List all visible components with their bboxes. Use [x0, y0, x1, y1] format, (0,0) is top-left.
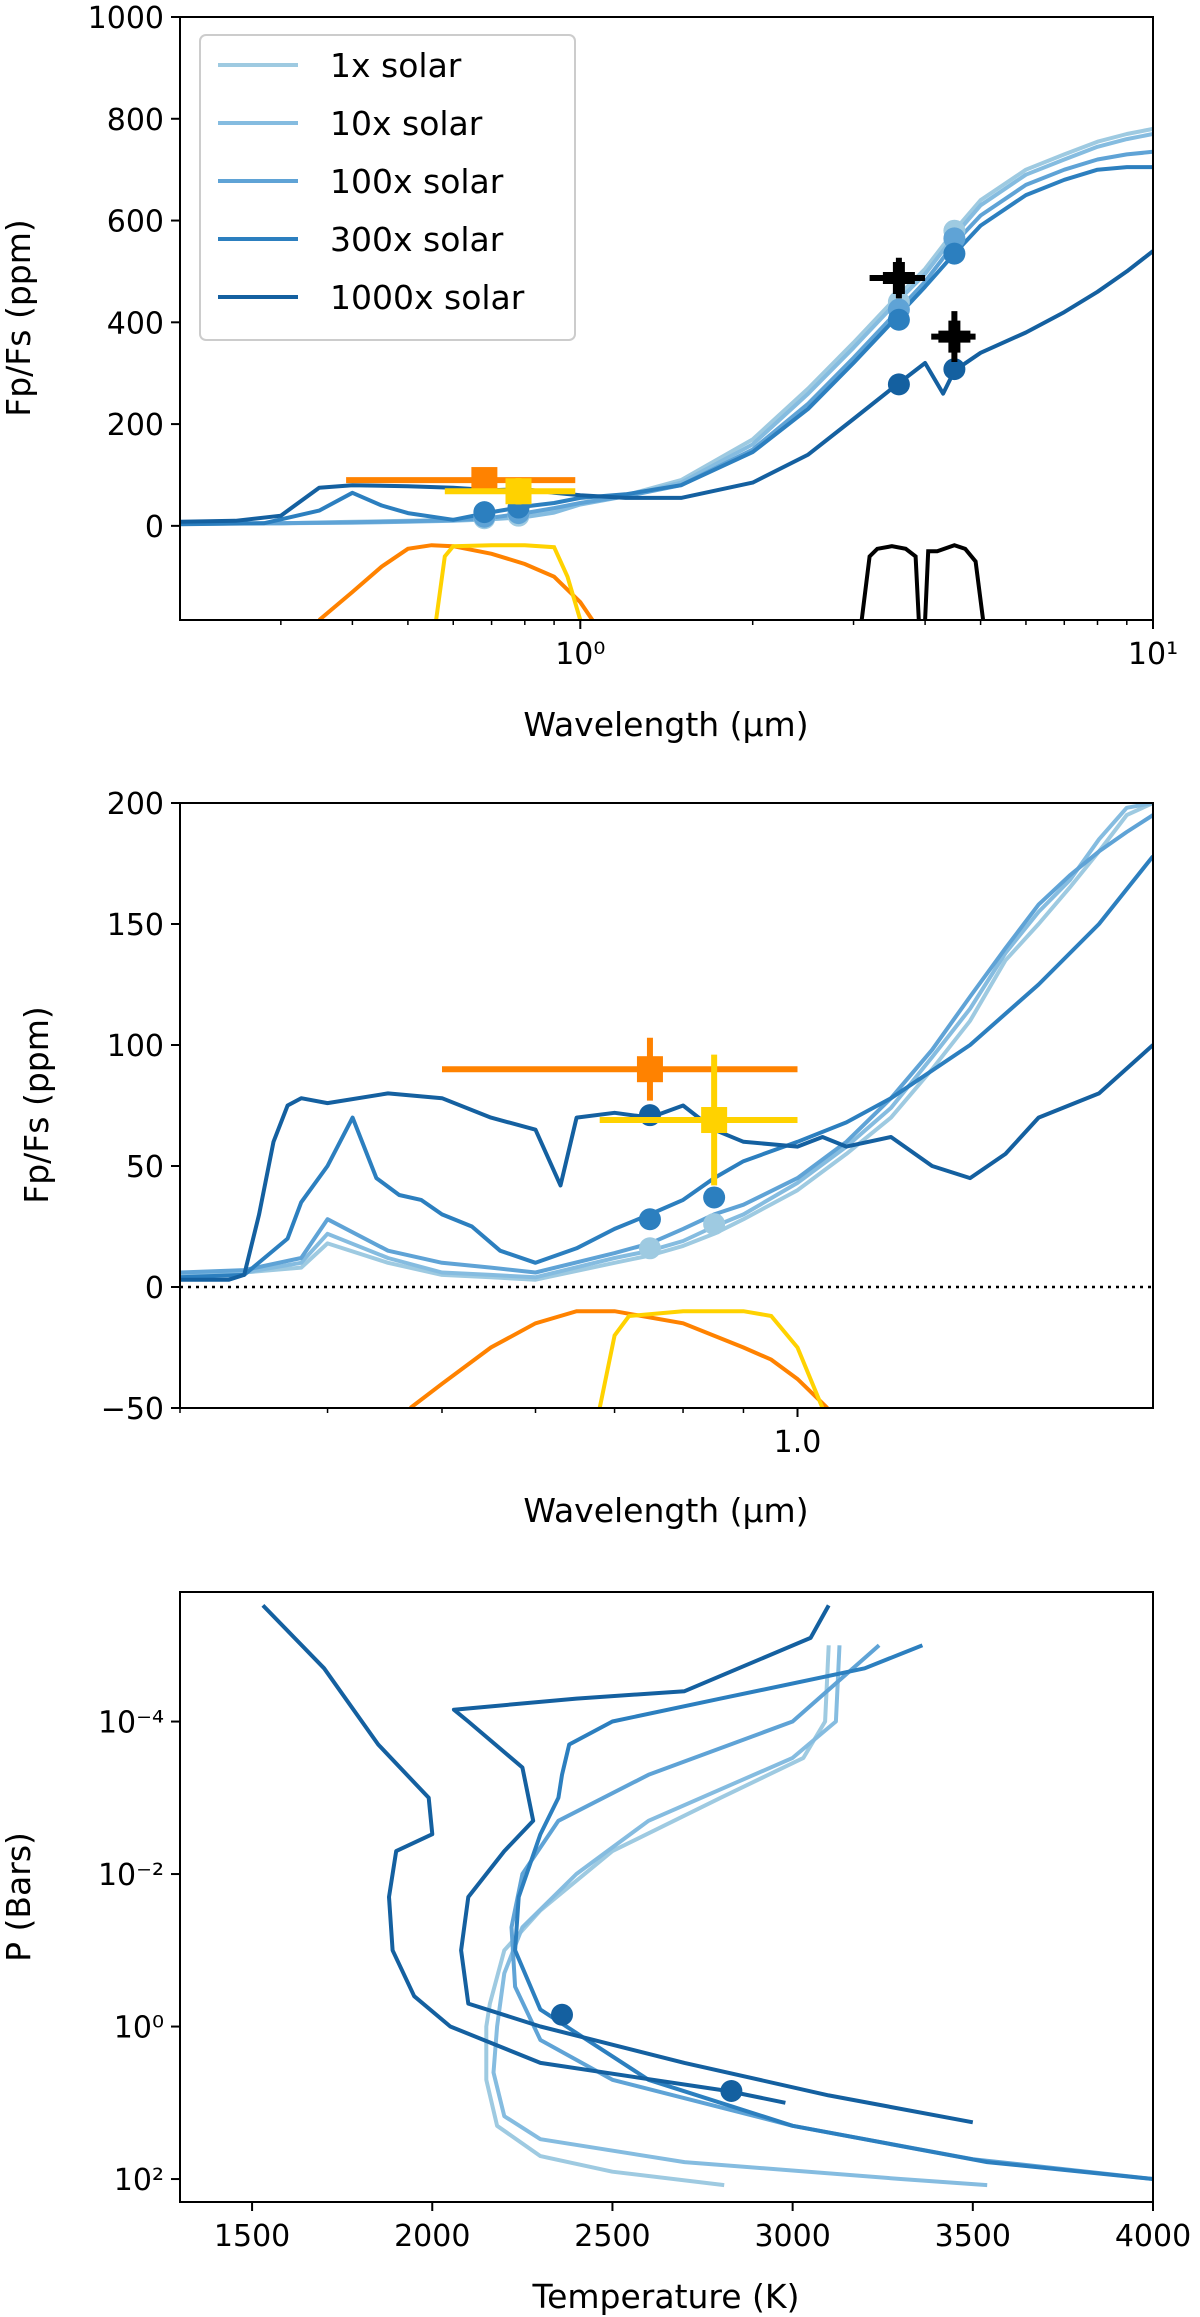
legend-label-10x: 10x solar	[330, 104, 483, 143]
model-point-100x	[943, 227, 966, 250]
series-1000x-solar-4	[451, 1604, 974, 2125]
y-tick-label: 150	[107, 908, 164, 943]
observation-marker	[505, 478, 532, 505]
black-bandpass-3	[923, 543, 986, 620]
model-point-300x	[887, 308, 910, 331]
series-1x-solar-0	[180, 803, 1153, 1282]
temperature-pressure-panel: 1500 2000 2500 3000 3500 4000 10⁻⁴ 10⁻² 10⁰ 10² T…	[0, 1591, 1191, 2316]
orange-bandpass-0	[409, 1309, 829, 1408]
model-point-300x	[473, 501, 496, 524]
y-tick-label: 0	[145, 510, 164, 545]
x-tick-label: 3000	[754, 2219, 830, 2254]
photosphere-points	[550, 2003, 743, 2102]
model-point-300x	[943, 242, 966, 265]
model-point-1x	[638, 1237, 661, 1260]
observation-marker	[882, 262, 915, 295]
model-spectra	[180, 126, 1153, 527]
model-point-1000x	[887, 373, 910, 396]
series-100x-solar-2	[180, 813, 1153, 1275]
series-1x-solar-0	[484, 1645, 831, 2188]
axis-ticks: 1500 2000 2500 3000 3500 4000 10⁻⁴ 10⁻² 10⁰ 10²	[98, 1706, 1191, 2254]
y-tick-label: 10⁻⁴	[98, 1706, 164, 1741]
yellow-bandpass-1	[597, 1309, 825, 1408]
series-1000x-solar-4	[180, 249, 1153, 524]
y-tick-label: 50	[126, 1150, 164, 1185]
y-tick-label: 10²	[114, 2163, 164, 2198]
yellow-bandpass-1	[434, 543, 583, 620]
x-tick-label: 2000	[394, 2219, 470, 2254]
x-axis-label: Wavelength (μm)	[523, 1491, 808, 1530]
bandpass-curves	[409, 1309, 829, 1408]
observation-marker	[636, 1056, 663, 1083]
series-10x-solar-1	[180, 803, 1153, 1280]
x-tick-label: 1.0	[774, 1425, 822, 1460]
series-300x-solar-3	[180, 165, 1153, 527]
series-100x-solar-2	[180, 149, 1153, 526]
x-axis-label: Temperature (K)	[532, 2277, 800, 2316]
series-1000x-solar-5	[261, 1604, 786, 2105]
model-point-1x	[703, 1213, 726, 1236]
legend-label-1x: 1x solar	[330, 46, 462, 85]
axis-ticks: 10⁰ 10¹ 0 200 400 600 800 1000	[88, 1, 1178, 672]
series-300x-solar-3	[513, 1643, 1153, 2181]
y-tick-label: 200	[107, 787, 164, 822]
legend-label-1000x: 1000x solar	[330, 278, 525, 317]
black-observation-3	[931, 311, 976, 363]
observed-eclipse-depths	[441, 1037, 798, 1186]
y-tick-label: 600	[107, 205, 164, 240]
black-bandpass-2	[859, 544, 921, 620]
legend: 1x solar 10x solar 100x solar 300x solar…	[199, 34, 576, 341]
bandpass-curves	[317, 543, 986, 620]
model-point-1000x	[550, 2003, 573, 2026]
y-axis-label: P (Bars)	[0, 1832, 38, 1962]
y-tick-label: 0	[145, 1271, 164, 1306]
x-tick-label: 3500	[935, 2219, 1011, 2254]
x-axis-label: Wavelength (μm)	[523, 705, 808, 744]
x-tick-label: 1500	[214, 2219, 290, 2254]
x-tick-label: 10⁰	[555, 637, 605, 672]
y-tick-label: 200	[107, 408, 164, 443]
model-point-1000x	[720, 2079, 743, 2102]
axes-frame	[179, 16, 1154, 621]
orange-observation-0	[441, 1037, 798, 1101]
orange-bandpass-0	[317, 543, 595, 620]
series-1000x-solar-4	[180, 1043, 1153, 1282]
y-tick-label: 10⁰	[114, 2011, 164, 2046]
legend-label-300x: 300x solar	[330, 220, 504, 259]
tp-profiles	[261, 1604, 1153, 2188]
model-point-300x	[638, 1208, 661, 1231]
legend-box	[199, 34, 576, 341]
y-axis-label: Fp/Fs (ppm)	[17, 1006, 56, 1204]
y-tick-label: 1000	[88, 1, 164, 36]
axes-frame	[179, 802, 1154, 1409]
middle-spectrum-panel: 1.0 −50 0 50 100 150 200 Wavelength (μm) Fp/Fs…	[17, 787, 1154, 1530]
yellow-observation-1	[599, 1054, 798, 1186]
axis-ticks: 1.0 −50 0 50 100 150 200	[101, 787, 822, 1460]
y-tick-label: 800	[107, 103, 164, 138]
axes-frame	[179, 1591, 1154, 2203]
black-observation-2	[869, 257, 926, 299]
x-tick-label: 4000	[1115, 2219, 1191, 2254]
y-tick-label: 10⁻²	[98, 1858, 164, 1893]
y-tick-label: 400	[107, 306, 164, 341]
series-10x-solar-1	[491, 1645, 988, 2188]
yellow-observation-1	[444, 478, 576, 505]
model-spectra	[180, 803, 1153, 1282]
y-tick-label: −50	[101, 1392, 164, 1427]
x-tick-label: 2500	[574, 2219, 650, 2254]
model-point-300x	[703, 1186, 726, 1209]
observed-eclipse-depths	[346, 257, 976, 505]
series-300x-solar-3	[180, 854, 1153, 1280]
y-tick-label: 100	[107, 1029, 164, 1064]
observation-marker	[938, 320, 971, 353]
x-tick-label: 10¹	[1128, 637, 1178, 672]
legend-label-100x: 100x solar	[330, 162, 504, 201]
observation-marker	[701, 1107, 728, 1134]
y-axis-label: Fp/Fs (ppm)	[0, 219, 38, 417]
model-point-1000x	[943, 358, 966, 381]
